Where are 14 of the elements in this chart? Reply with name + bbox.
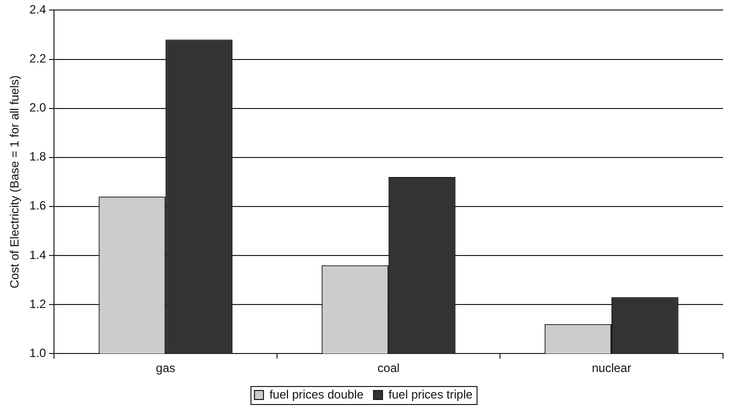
legend-label: fuel prices double [269, 387, 364, 402]
y-tick-label: 1.6 [29, 198, 46, 213]
y-tick-label: 2.4 [29, 2, 46, 17]
y-axis-title: Cost of Electricity (Base = 1 for all fuels) [8, 75, 22, 288]
y-tick-label: 1.8 [29, 150, 46, 164]
y-tick-label: 2.2 [29, 52, 46, 66]
y-tick-label: 2.0 [29, 100, 46, 115]
x-tick-label: coal [378, 361, 400, 376]
x-tick-label: nuclear [592, 361, 632, 376]
y-tick-label: 1.4 [29, 248, 46, 262]
y-tick-label: 1.0 [29, 346, 46, 360]
y-tick-label: 1.2 [29, 296, 46, 311]
legend-label: fuel prices triple [388, 387, 473, 402]
x-tick-label: gas [156, 361, 176, 376]
